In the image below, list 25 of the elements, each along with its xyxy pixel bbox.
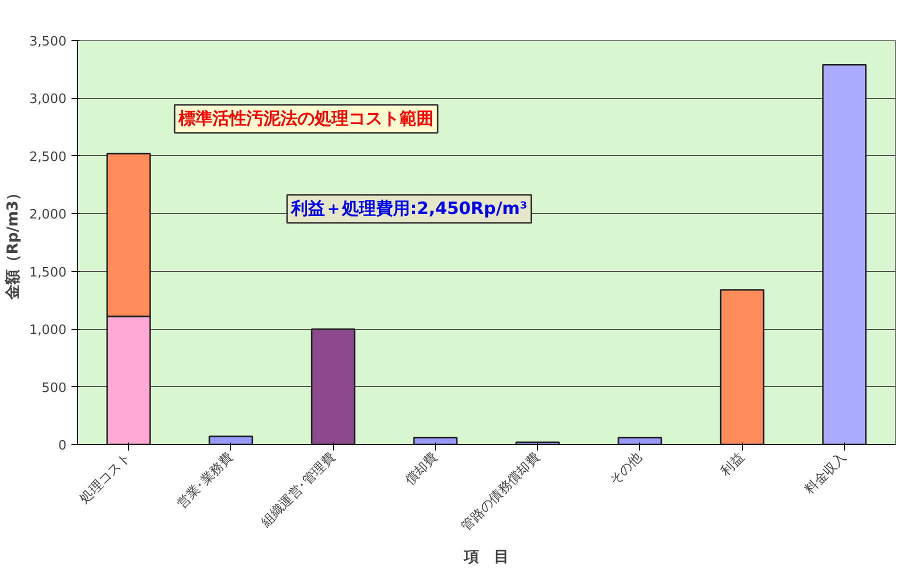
bar — [310, 328, 356, 444]
x-axis-title: 項 目 — [463, 548, 509, 566]
x-tick-label: 処理コスト — [77, 450, 134, 507]
bar — [413, 436, 458, 444]
y-tick-label: 0 — [58, 438, 67, 454]
bar — [208, 436, 254, 444]
y-tick-label: 3,000 — [29, 92, 66, 108]
x-tick-label: 償却費 — [402, 450, 441, 488]
y-tick-label: 3,500 — [29, 34, 66, 50]
bar — [822, 64, 867, 444]
annotation: 標準活性汚泥法の処理コスト範囲 — [178, 108, 434, 129]
y-tick-label: 500 — [42, 380, 67, 396]
x-tick-label: 利益 — [718, 450, 748, 480]
y-axis-title: 金額（Rp/m3） — [3, 186, 22, 300]
x-tick-label: 組織運営･管理費 — [258, 450, 338, 531]
y-tick-label: 2,500 — [29, 150, 66, 165]
x-tick-label: その他 — [606, 450, 646, 488]
x-tick-label: 営業･業務費 — [174, 450, 236, 512]
y-tick-label: 1,500 — [29, 265, 66, 280]
x-tick-label: 料金収入 — [802, 450, 850, 498]
y-tick-label: 2,000 — [29, 208, 66, 223]
x-tick-label: 管路の債務償却費 — [458, 450, 543, 534]
annotation: 利益＋処理費用:2,450Rp/m³ — [290, 198, 528, 219]
bar — [618, 436, 662, 444]
y-tick-label: 1,000 — [29, 323, 66, 338]
